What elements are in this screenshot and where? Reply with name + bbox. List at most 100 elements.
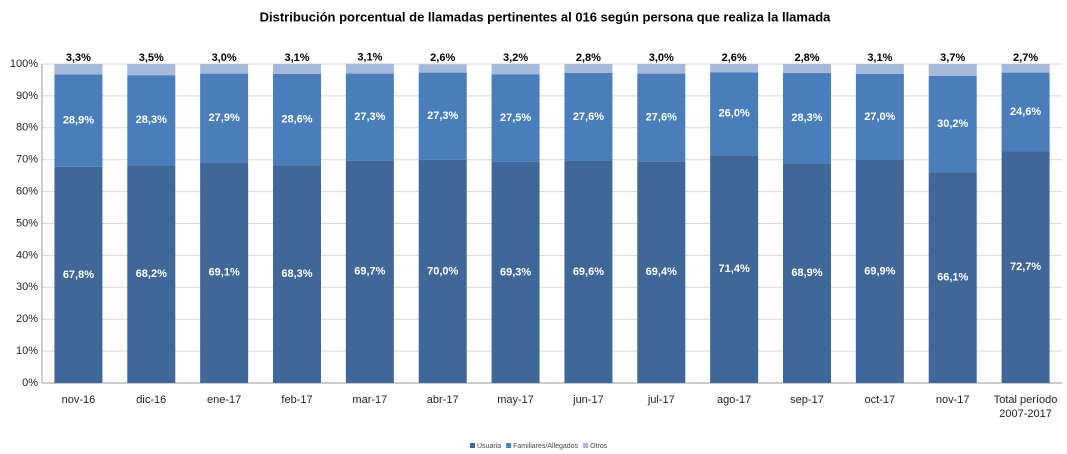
- data-label: 2,6%: [430, 52, 455, 64]
- bar-segment: [491, 64, 540, 75]
- data-label: 72,7%: [1010, 261, 1041, 273]
- data-label: 71,4%: [719, 263, 750, 275]
- bar-segment: [1001, 151, 1050, 383]
- data-label: 69,7%: [354, 266, 385, 278]
- bar-segment: [200, 162, 249, 383]
- data-label: 69,1%: [209, 267, 240, 279]
- data-label: 3,7%: [940, 52, 965, 64]
- data-label: 3,3%: [66, 52, 91, 64]
- x-tick-label: sep-17: [790, 394, 824, 406]
- bar-segment: [855, 160, 904, 383]
- y-tick-label: 0%: [22, 377, 38, 389]
- bar-segment: [637, 161, 686, 383]
- chart-title: Distribución porcentual de llamadas pert…: [260, 9, 832, 24]
- data-label: 27,3%: [354, 111, 385, 123]
- bar-segment: [491, 74, 540, 162]
- bar-segment: [54, 74, 103, 167]
- bar-segment: [783, 72, 831, 164]
- y-tick-label: 90%: [16, 90, 38, 102]
- data-label: 68,2%: [136, 268, 167, 280]
- data-label: 3,0%: [212, 52, 237, 64]
- bar-segment: [273, 73, 321, 166]
- legend-swatch: [506, 443, 512, 448]
- y-tick-label: 20%: [16, 313, 38, 325]
- bar-segment: [273, 165, 321, 383]
- data-label: 27,5%: [500, 112, 531, 124]
- y-tick-label: 30%: [16, 281, 38, 293]
- data-label: 69,9%: [864, 265, 895, 277]
- data-label: 68,9%: [791, 267, 822, 279]
- data-label: 3,5%: [139, 52, 164, 64]
- x-tick-label: feb-17: [281, 394, 313, 406]
- bar-segment: [783, 163, 831, 383]
- data-label: 68,3%: [281, 268, 312, 280]
- y-tick-label: 50%: [16, 217, 38, 229]
- data-label: 27,3%: [427, 110, 458, 122]
- bar-segment: [200, 73, 249, 163]
- x-tick-label: oct-17: [864, 394, 896, 406]
- bar-segment: [127, 64, 176, 76]
- bar-segment: [54, 64, 103, 75]
- y-tick-label: 70%: [16, 154, 38, 166]
- data-label: 27,6%: [573, 111, 604, 123]
- bar-segment: [418, 64, 467, 73]
- data-label: 30,2%: [937, 118, 968, 130]
- data-label: 26,0%: [719, 108, 750, 120]
- bar-segment: [1001, 72, 1050, 152]
- bar-segment: [564, 64, 613, 73]
- bar-segment: [273, 64, 321, 74]
- bar-segment: [127, 165, 176, 383]
- bar-segment: [564, 72, 613, 161]
- bar-segment: [710, 155, 759, 383]
- data-label: 27,0%: [864, 111, 895, 123]
- y-tick-label: 60%: [16, 186, 38, 198]
- data-label: 66,1%: [937, 271, 968, 283]
- bar-segment: [345, 73, 394, 161]
- bar-segment: [54, 166, 103, 383]
- data-label: 69,4%: [646, 266, 677, 278]
- data-label: 2,7%: [1013, 52, 1038, 64]
- x-tick-label: nov-16: [61, 394, 96, 406]
- data-label: 27,9%: [209, 112, 240, 124]
- x-tick-label: mar-17: [352, 394, 388, 406]
- bar-segment: [928, 172, 977, 383]
- y-tick-label: 10%: [16, 345, 38, 357]
- legend-label: Usuaria: [477, 443, 501, 450]
- legend-label: Otros: [590, 443, 608, 450]
- bar-segment: [710, 72, 759, 156]
- bar-segment: [418, 159, 467, 383]
- bar-segment: [491, 161, 540, 383]
- data-label: 3,1%: [357, 52, 382, 64]
- bar-segment: [710, 64, 759, 73]
- bar-segment: [855, 64, 904, 74]
- bar-segment: [564, 160, 613, 383]
- bar-segment: [418, 72, 467, 160]
- x-tick-label: abr-17: [426, 394, 459, 406]
- data-label: 3,1%: [867, 52, 892, 64]
- data-label: 2,8%: [576, 52, 601, 64]
- x-tick-label: dic-16: [136, 394, 167, 406]
- bar-segment: [637, 73, 686, 162]
- bar-segment: [345, 63, 394, 74]
- bar-segment: [127, 75, 176, 166]
- bar-segment: [1001, 64, 1050, 73]
- bar-segment: [200, 64, 249, 74]
- bar-segment: [345, 160, 394, 383]
- data-label: 3,0%: [649, 52, 674, 64]
- data-label: 2,6%: [722, 52, 747, 64]
- data-label: 3,2%: [503, 52, 528, 64]
- bar-segment: [855, 73, 904, 161]
- legend-label: Familiares/Allegados: [513, 443, 578, 450]
- x-tick-label: jun-17: [573, 394, 604, 406]
- data-label: 3,1%: [284, 52, 309, 64]
- data-label: 28,3%: [791, 112, 822, 124]
- y-tick-label: 100%: [10, 58, 38, 70]
- data-label: 27,6%: [646, 111, 677, 123]
- data-label: 69,6%: [573, 266, 604, 278]
- bar-segment: [783, 64, 831, 73]
- data-label: 24,6%: [1010, 106, 1041, 118]
- x-tick-label: ago-17: [717, 394, 752, 406]
- data-label: 70,0%: [427, 265, 458, 277]
